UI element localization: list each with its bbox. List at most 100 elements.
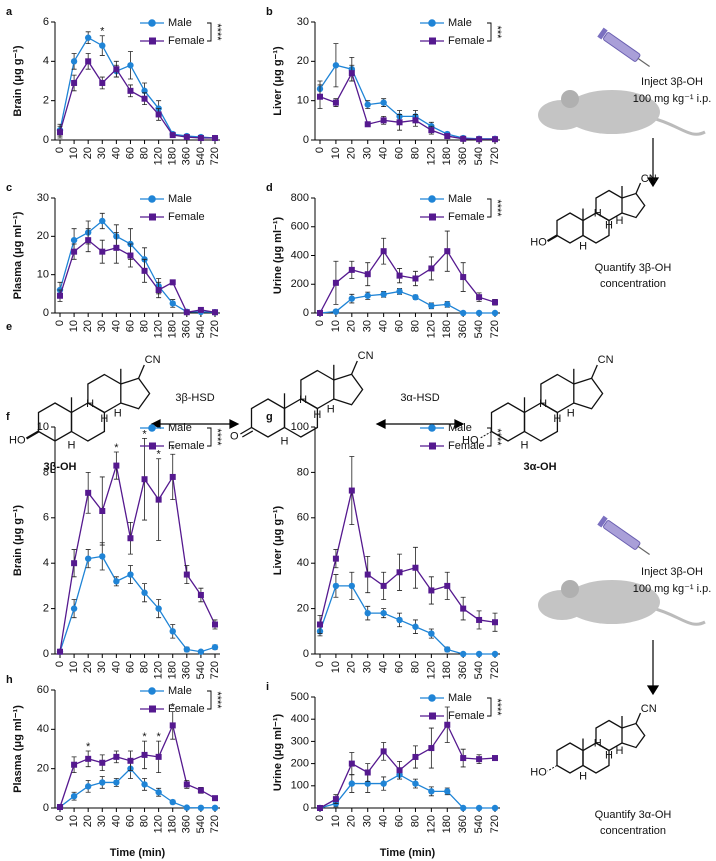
marker bbox=[364, 101, 371, 108]
x-tick-label: 360 bbox=[181, 815, 193, 833]
y-tick-label: 200 bbox=[291, 758, 309, 770]
marker bbox=[169, 473, 176, 480]
marker bbox=[99, 553, 106, 560]
mouse-ear bbox=[561, 90, 579, 108]
enzyme-label: 3β-HSD bbox=[175, 392, 214, 404]
marker bbox=[71, 560, 78, 567]
y-axis-label: Brain (μg g⁻¹) bbox=[12, 505, 24, 577]
bond bbox=[120, 377, 151, 410]
marker bbox=[492, 755, 498, 762]
y-tick-label: 4 bbox=[43, 557, 49, 569]
marker bbox=[169, 132, 176, 139]
atom-label: H bbox=[605, 750, 613, 762]
x-tick-label: 40 bbox=[110, 320, 122, 332]
x-tick-label: 10 bbox=[68, 147, 80, 159]
atom-label: CN bbox=[598, 354, 614, 366]
y-tick-label: 6 bbox=[43, 16, 49, 28]
legend-marker bbox=[149, 442, 156, 450]
marker bbox=[476, 756, 483, 763]
legend-label: Male bbox=[168, 17, 192, 29]
marker bbox=[476, 294, 483, 301]
marker bbox=[99, 217, 106, 225]
atom-label: HO bbox=[530, 237, 547, 249]
atom-label: CN bbox=[358, 350, 374, 362]
y-tick-label: 400 bbox=[291, 713, 309, 725]
marker bbox=[476, 616, 483, 623]
bond bbox=[240, 426, 252, 435]
marker bbox=[317, 621, 323, 628]
y-tick-label: 30 bbox=[297, 16, 309, 28]
arrow-head bbox=[150, 419, 240, 429]
marker bbox=[99, 42, 106, 49]
bond bbox=[479, 431, 492, 439]
mouse-tail bbox=[651, 606, 706, 626]
marker bbox=[364, 571, 371, 578]
marker bbox=[99, 507, 106, 514]
series-line bbox=[319, 773, 495, 809]
marker bbox=[444, 133, 451, 140]
arrows bbox=[150, 138, 660, 696]
marker bbox=[211, 643, 219, 651]
x-tick-label: 10 bbox=[68, 815, 80, 827]
marker bbox=[141, 589, 148, 596]
y-tick-label: 800 bbox=[291, 192, 309, 204]
marker bbox=[99, 779, 106, 786]
marker bbox=[70, 605, 78, 612]
series-line bbox=[59, 723, 216, 808]
marker bbox=[476, 136, 483, 143]
marker bbox=[428, 302, 435, 310]
x-tick-label: 360 bbox=[457, 815, 469, 833]
atom-label: CN bbox=[641, 173, 657, 185]
x-tick-label: 120 bbox=[425, 661, 437, 679]
marker bbox=[444, 788, 451, 795]
marker bbox=[332, 308, 340, 315]
marker bbox=[492, 619, 498, 626]
marker bbox=[475, 309, 483, 317]
x-tick-label: 40 bbox=[110, 815, 122, 827]
x-tick-label: 60 bbox=[393, 815, 405, 827]
x-tick-label: 120 bbox=[425, 320, 437, 338]
legend-marker bbox=[149, 213, 156, 221]
legend-label: Male bbox=[448, 193, 472, 205]
marker bbox=[428, 788, 435, 795]
marker bbox=[332, 99, 339, 106]
quantify-label: concentration bbox=[600, 278, 666, 290]
marker bbox=[317, 805, 323, 811]
x-tick-label: 80 bbox=[138, 815, 150, 827]
marker bbox=[317, 310, 323, 316]
significance-star: * bbox=[100, 26, 105, 38]
atom-label: H bbox=[594, 208, 602, 220]
atom-label: CN bbox=[145, 354, 161, 366]
x-tick-label: 720 bbox=[209, 147, 221, 165]
panel-letter: a bbox=[6, 6, 13, 18]
marker bbox=[491, 309, 499, 317]
marker bbox=[380, 99, 387, 106]
marker bbox=[444, 582, 451, 589]
marker bbox=[71, 248, 78, 255]
atom-label: H bbox=[299, 394, 307, 406]
y-tick-label: 0 bbox=[303, 307, 309, 319]
marker bbox=[127, 62, 134, 69]
y-tick-label: 400 bbox=[291, 249, 309, 261]
marker bbox=[412, 117, 419, 124]
marker bbox=[412, 564, 419, 571]
y-tick-label: 30 bbox=[37, 192, 49, 204]
x-tick-label: 540 bbox=[473, 320, 485, 338]
marker bbox=[332, 279, 339, 286]
marker bbox=[127, 252, 134, 259]
legend-label: Male bbox=[168, 193, 192, 205]
x-tick-label: 720 bbox=[209, 815, 221, 833]
x-tick-label: 540 bbox=[473, 661, 485, 679]
x-tick-label: 360 bbox=[457, 320, 469, 338]
x-tick-label: 40 bbox=[378, 815, 390, 827]
x-tick-label: 720 bbox=[489, 320, 501, 338]
y-tick-label: 0 bbox=[303, 134, 309, 146]
compound-name: 3α-OH bbox=[523, 461, 556, 473]
y-axis-label: Plasma (μg ml⁻¹) bbox=[12, 211, 24, 299]
marker bbox=[332, 555, 339, 562]
significance-star: * bbox=[86, 741, 91, 753]
quantify-label: Quantify 3α-OH bbox=[595, 809, 672, 821]
x-tick-label: 180 bbox=[441, 147, 453, 165]
series-line bbox=[59, 36, 216, 139]
